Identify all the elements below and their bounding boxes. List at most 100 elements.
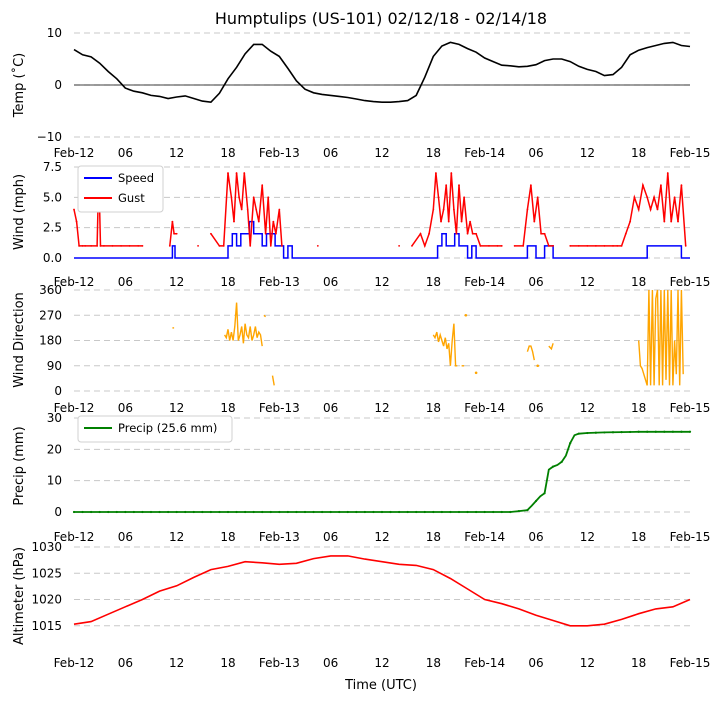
data-point xyxy=(267,196,270,199)
x-tick-label: 18 xyxy=(426,656,441,670)
panel-direction: 360 270 180 90 0 Feb-12 06 12 18 Feb-13 06 12 18 Feb-… xyxy=(12,283,710,415)
x-tick-label: 12 xyxy=(169,656,184,670)
data-point xyxy=(295,510,298,514)
data-point xyxy=(540,232,543,235)
data-point xyxy=(536,364,540,368)
x-tick-label: 12 xyxy=(169,275,184,289)
y-tick-label: 1020 xyxy=(31,593,62,607)
data-point xyxy=(264,232,267,235)
series-line-direction xyxy=(432,323,458,367)
data-point xyxy=(445,184,448,187)
data-point xyxy=(500,510,503,514)
y-axis-label: Temp (˚C) xyxy=(11,53,27,119)
data-point xyxy=(543,232,546,235)
data-point xyxy=(227,172,229,174)
data-point xyxy=(411,244,413,247)
data-point xyxy=(75,220,78,223)
data-point xyxy=(642,184,644,187)
x-tick-label: 12 xyxy=(169,146,184,160)
data-point xyxy=(684,244,687,247)
data-point xyxy=(666,172,669,174)
data-point xyxy=(492,510,495,514)
data-point xyxy=(428,232,430,235)
y-tick-label: −10 xyxy=(37,130,62,144)
data-point xyxy=(111,244,114,247)
data-point xyxy=(586,244,589,247)
y-tick-label: 30 xyxy=(47,411,62,425)
x-tick-label: Feb-12 xyxy=(54,530,95,544)
data-point xyxy=(547,244,550,247)
data-point xyxy=(261,510,264,514)
data-point xyxy=(103,244,105,247)
data-point xyxy=(398,510,401,514)
x-tick-label: 18 xyxy=(631,401,646,415)
data-point xyxy=(243,172,246,174)
x-tick-label: Feb-13 xyxy=(259,275,300,289)
data-point xyxy=(244,510,247,514)
x-tick-label: Feb-12 xyxy=(54,275,95,289)
data-point xyxy=(611,431,615,434)
panel-wind: 7.5 5.0 2.5 0.0 Feb-12 06 12 18 Feb-13 06 12 18 Feb-… xyxy=(12,160,710,289)
y-tick-label: 10 xyxy=(47,26,62,40)
data-point xyxy=(423,244,426,247)
series-line-direction xyxy=(224,302,263,347)
data-point xyxy=(406,510,409,514)
x-tick-label: 06 xyxy=(118,275,133,289)
series-line-altimeter xyxy=(73,555,691,627)
data-point xyxy=(594,431,597,434)
x-tick-label: Feb-14 xyxy=(464,656,505,670)
data-point xyxy=(222,244,225,247)
x-tick-label: 12 xyxy=(580,146,595,160)
x-tick-label: 12 xyxy=(169,530,184,544)
data-point xyxy=(124,510,127,514)
data-point xyxy=(137,244,140,247)
data-point xyxy=(252,196,255,199)
data-point xyxy=(81,510,84,514)
data-point xyxy=(230,196,233,199)
data-point xyxy=(107,510,110,514)
y-tick-label: 1025 xyxy=(31,566,62,580)
data-point xyxy=(671,430,674,433)
y-axis-label: Precip (mm) xyxy=(12,426,27,505)
series-line-direction xyxy=(638,289,684,386)
data-point xyxy=(321,510,324,514)
x-axis-label: Time (UTC) xyxy=(344,678,417,693)
x-tick-label: 18 xyxy=(426,275,441,289)
series-line-temp xyxy=(73,41,691,104)
series-line-speed xyxy=(74,220,690,259)
y-tick-label: 10 xyxy=(47,474,62,488)
data-point xyxy=(246,208,249,211)
x-tick-label: Feb-13 xyxy=(259,530,300,544)
x-tick-label: 12 xyxy=(374,530,389,544)
data-point xyxy=(278,208,281,211)
y-tick-label: 5.0 xyxy=(43,190,62,204)
data-point xyxy=(471,232,474,235)
data-point xyxy=(90,510,93,514)
x-tick-label: 18 xyxy=(426,401,441,415)
data-point xyxy=(389,510,392,514)
data-point xyxy=(132,510,135,514)
data-point xyxy=(455,232,458,235)
data-point xyxy=(275,232,277,235)
data-point xyxy=(158,510,161,514)
data-point xyxy=(84,244,87,247)
data-point xyxy=(677,220,679,223)
series-line-direction xyxy=(548,343,554,351)
x-tick-label: Feb-12 xyxy=(54,656,95,670)
y-axis-label: Wind Direction xyxy=(12,292,27,388)
data-point xyxy=(522,244,525,247)
data-point xyxy=(175,510,178,514)
x-tick-label: 06 xyxy=(323,530,338,544)
data-point xyxy=(252,510,255,514)
data-point xyxy=(218,510,221,514)
data-point xyxy=(316,244,319,247)
data-point xyxy=(338,510,341,514)
x-tick-label: 18 xyxy=(220,275,235,289)
data-point xyxy=(197,244,199,247)
data-point xyxy=(500,244,503,247)
data-point xyxy=(73,208,75,211)
data-point xyxy=(99,244,102,247)
data-point xyxy=(656,208,659,211)
x-tick-label: Feb-12 xyxy=(54,401,95,415)
